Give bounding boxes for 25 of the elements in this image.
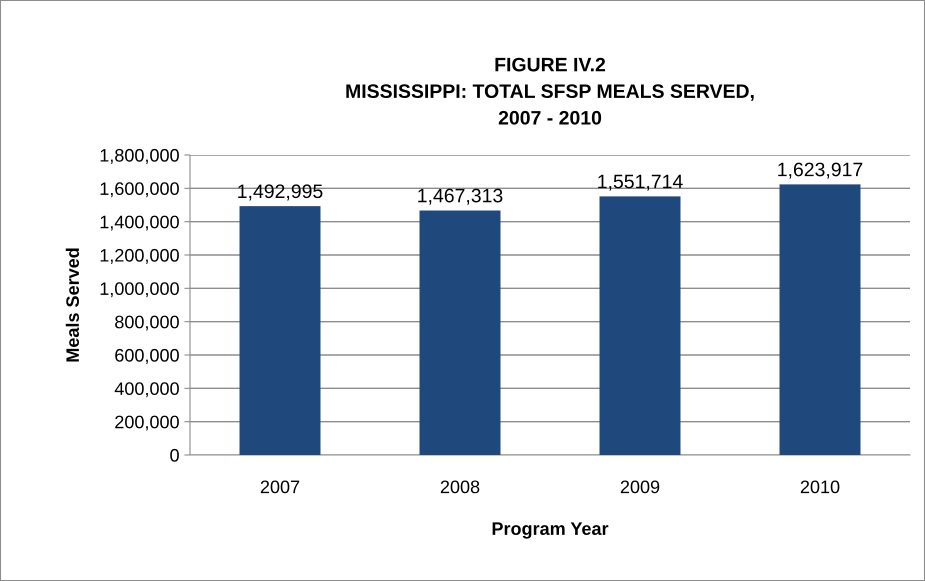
y-tick-label: 800,000 — [115, 316, 179, 331]
y-axis-title: Meals Served — [66, 248, 80, 362]
x-tick-label: 2008 — [440, 480, 480, 494]
y-tick-label: 1,000,000 — [100, 282, 179, 298]
y-tick-label: 600,000 — [115, 348, 179, 364]
x-tick-label: 2007 — [260, 480, 300, 494]
y-tick-label: 400,000 — [114, 382, 179, 398]
y-tick-label: 1,800,000 — [100, 148, 179, 164]
data-label: 1,551,714 — [598, 174, 683, 191]
x-tick-label: 2010 — [800, 480, 840, 494]
x-tick-label: 2009 — [620, 480, 660, 494]
data-label: 1,467,313 — [418, 188, 502, 205]
y-tick-label: 1,600,000 — [100, 182, 179, 198]
bar — [240, 206, 320, 455]
y-tick-label: 1,400,000 — [100, 216, 179, 231]
bar — [600, 196, 680, 455]
data-label: 1,492,995 — [238, 184, 322, 200]
y-tick-label: 0 — [170, 448, 179, 462]
x-axis-title: Program Year — [492, 522, 608, 539]
y-tick-label: 1,200,000 — [100, 248, 179, 264]
data-label: 1,623,917 — [778, 162, 862, 179]
y-tick-label: 200,000 — [115, 416, 179, 431]
bar — [780, 184, 860, 455]
bar — [420, 210, 500, 455]
chart-title: FIGURE IV.2 MISSISSIPPI: TOTAL SFSP MEALS SERVED, 2007 - 2010 — [346, 58, 754, 125]
